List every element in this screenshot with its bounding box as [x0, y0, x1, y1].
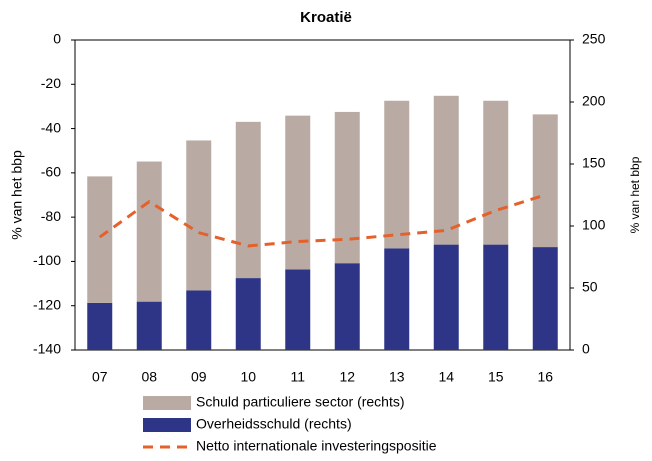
bar	[532, 247, 558, 350]
legend-label: Netto internationale investeringspositie	[196, 438, 437, 454]
y2-tick-label: 200	[582, 93, 606, 109]
bar	[186, 290, 212, 350]
bar	[384, 248, 410, 350]
x-tick-label: 09	[191, 369, 207, 385]
y-axis-label: % van het bbp	[9, 150, 25, 240]
y-tick-label: -20	[41, 75, 61, 91]
x-tick-label: 12	[339, 369, 355, 385]
y-tick-label: 0	[53, 31, 61, 47]
x-tick-label: 07	[92, 369, 108, 385]
bar	[87, 302, 113, 350]
x-tick-label: 15	[488, 369, 504, 385]
x-tick-label: 14	[438, 369, 454, 385]
bar	[285, 115, 311, 270]
y-tick-label: -60	[41, 164, 61, 180]
bar	[433, 95, 459, 245]
y-tick-label: -40	[41, 119, 61, 135]
bar	[483, 244, 509, 350]
legend-swatch	[143, 396, 191, 410]
bar	[186, 140, 212, 291]
bar	[235, 278, 261, 350]
plot-frame	[74, 39, 571, 351]
bar	[136, 161, 162, 302]
bar	[136, 301, 162, 350]
y2-axis-label: % van het bbp	[628, 156, 642, 233]
y2-tick-label: 0	[582, 341, 590, 357]
x-tick-label: 10	[240, 369, 256, 385]
x-tick-label: 16	[537, 369, 553, 385]
y2-tick-label: 50	[582, 279, 598, 295]
bar	[384, 100, 410, 249]
bar	[87, 176, 113, 303]
chart-title: Kroatië	[300, 9, 352, 26]
legend-swatch	[143, 418, 191, 432]
legend-label: Overheidsschuld (rechts)	[196, 416, 352, 432]
bar	[532, 114, 558, 248]
y-tick-label: -120	[33, 296, 61, 312]
x-tick-label: 08	[141, 369, 157, 385]
y-tick-label: -80	[41, 208, 61, 224]
bar	[483, 100, 509, 245]
y2-tick-label: 250	[582, 31, 606, 47]
bar	[334, 263, 360, 350]
y2-tick-label: 150	[582, 155, 606, 171]
bar	[235, 121, 261, 279]
bar	[433, 244, 459, 350]
legend-label: Schuld particuliere sector (rechts)	[196, 394, 405, 410]
y2-tick-label: 100	[582, 217, 606, 233]
line	[98, 193, 546, 248]
x-tick-label: 11	[290, 369, 305, 385]
y-tick-label: -100	[33, 252, 61, 268]
bar	[285, 269, 311, 350]
x-tick-label: 13	[389, 369, 405, 385]
y-tick-label: -140	[33, 341, 61, 357]
